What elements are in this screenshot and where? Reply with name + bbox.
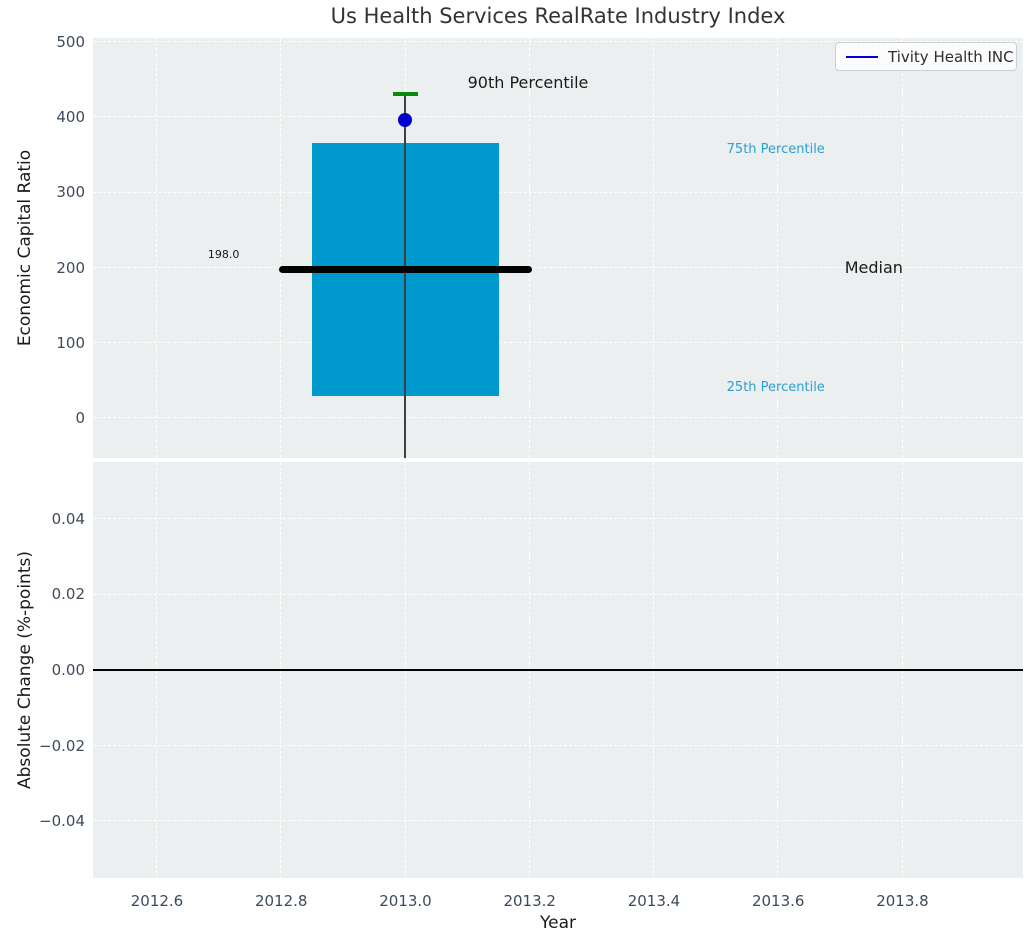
company-marker <box>398 113 413 128</box>
x-tick-label: 2012.6 <box>130 892 184 910</box>
x-tick-label: 2012.8 <box>254 892 308 910</box>
gridline-x <box>653 38 655 458</box>
zero-line <box>93 669 1023 671</box>
legend-line-icon <box>846 55 878 58</box>
x-tick-label: 2013.4 <box>627 892 681 910</box>
gridline-y <box>93 266 1023 268</box>
gridline-x <box>777 38 779 458</box>
y-tick-label: −0.04 <box>39 812 85 831</box>
annotation-198-0: 198.0 <box>207 248 240 262</box>
y-tick-label: 200 <box>56 258 85 277</box>
gridline-y <box>93 417 1023 419</box>
gridline-y <box>93 744 1023 746</box>
y-tick-label: 0.04 <box>51 509 85 528</box>
p90-tick <box>393 92 418 97</box>
gridline-y <box>93 191 1023 193</box>
gridline-y <box>93 116 1023 118</box>
annotation-median: Median <box>844 258 903 278</box>
annotation-75th-percentile: 75th Percentile <box>726 141 825 157</box>
top-plot-area <box>93 38 1023 458</box>
x-axis-label: Year <box>540 913 576 933</box>
gridline-y <box>93 40 1023 42</box>
y-tick-label: 300 <box>56 183 85 202</box>
legend: Tivity Health INC <box>835 42 1017 71</box>
y-tick-label: 500 <box>56 32 85 51</box>
y-tick-label: 0.00 <box>51 661 85 679</box>
gridline-y <box>93 517 1023 519</box>
gridline-y <box>93 342 1023 344</box>
gridline-x <box>901 38 903 458</box>
y-tick-label: 0.02 <box>51 585 85 604</box>
annotation-25th-percentile: 25th Percentile <box>726 380 825 396</box>
gridline-x <box>156 38 158 458</box>
x-tick-label: 2013.6 <box>751 892 805 910</box>
y-tick-label: 0 <box>75 409 85 428</box>
whisker-line <box>404 94 407 458</box>
gridline-y <box>93 593 1023 595</box>
gridline-y <box>93 820 1023 822</box>
annotation-90th-percentile: 90th Percentile <box>467 73 589 93</box>
y-tick-label: 100 <box>56 333 85 352</box>
x-tick-label: 2013.8 <box>876 892 929 910</box>
y-tick-label: −0.02 <box>39 736 85 755</box>
x-tick-label: 2013.0 <box>379 892 432 910</box>
legend-label: Tivity Health INC <box>888 47 1014 66</box>
gridline-x <box>528 38 530 458</box>
bottom-y-axis-label: Absolute Change (%-points) <box>15 551 35 789</box>
gridline-x <box>280 38 282 458</box>
median-line <box>278 265 533 273</box>
top-y-axis-label: Economic Capital Ratio <box>15 149 35 347</box>
chart-title: Us Health Services RealRate Industry Ind… <box>330 4 786 28</box>
x-tick-label: 2013.2 <box>503 892 556 910</box>
y-tick-label: 400 <box>56 108 85 127</box>
